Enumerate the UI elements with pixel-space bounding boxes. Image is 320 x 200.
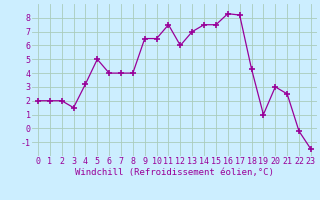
X-axis label: Windchill (Refroidissement éolien,°C): Windchill (Refroidissement éolien,°C) <box>75 168 274 177</box>
